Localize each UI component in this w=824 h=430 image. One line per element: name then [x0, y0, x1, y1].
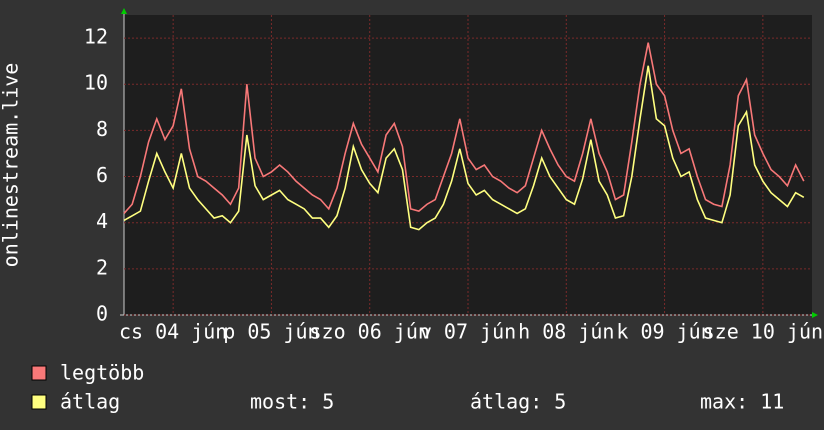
x-tick-label: cs 04 jún	[119, 320, 227, 344]
lines	[123, 42, 805, 231]
axis-arrow	[812, 312, 818, 318]
series-line	[123, 42, 805, 214]
stat-label: most: 5	[250, 390, 334, 414]
legend-swatch	[31, 365, 47, 381]
y-tick-label: 10	[84, 71, 108, 95]
legend-label: legtöbb	[60, 361, 144, 385]
legend-swatch	[31, 394, 47, 410]
x-tick-label: k 09 jún	[616, 320, 712, 344]
stat-label: átlag: 5	[470, 390, 566, 414]
x-tick-label: sze 10 jún	[703, 320, 823, 344]
y-tick-label: 8	[96, 117, 108, 141]
x-tick-label: h 08 jún	[518, 320, 614, 344]
series-line	[123, 65, 805, 231]
y-tick-label: 2	[96, 255, 108, 279]
x-tick-label: p 05 jún	[223, 320, 319, 344]
stat-label: max: 11	[700, 390, 784, 414]
legend-label: átlag	[60, 390, 120, 414]
legend: legtöbb átlag most: 5 átlag: 5 max: 11	[31, 361, 784, 414]
x-tick-label: v 07 jún	[420, 320, 516, 344]
y-tick-label: 0	[96, 302, 108, 326]
axis-arrow	[121, 8, 127, 14]
y-tick-label: 4	[96, 209, 108, 233]
y-axis-label: onlinestream.live	[0, 63, 23, 268]
y-tick-label: 12	[84, 25, 108, 49]
x-tick-label: szo 06 jún	[310, 320, 430, 344]
y-tick-label: 6	[96, 163, 108, 187]
